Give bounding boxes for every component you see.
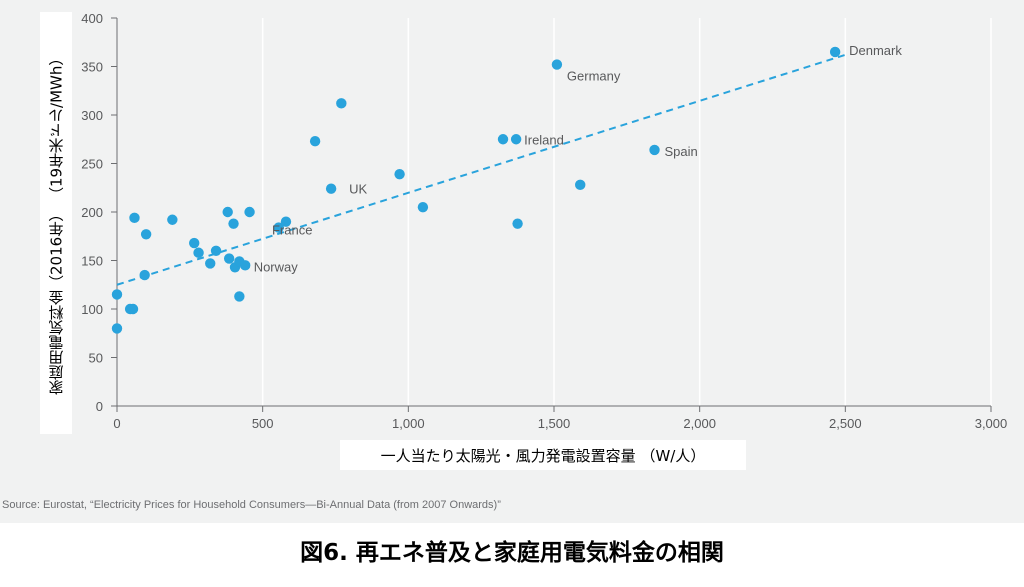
data-point [510, 134, 522, 145]
data-point [210, 245, 222, 256]
y-tick-label: 100 [81, 302, 103, 317]
trendline [116, 53, 846, 286]
x-axis-label: 一人当たり太陽光・風力発電設置容量 （W/人） [340, 440, 746, 470]
data-point [239, 260, 251, 271]
data-point [234, 291, 245, 302]
y-tick-label: 50 [89, 351, 103, 366]
y-tick-label: 150 [81, 254, 103, 269]
y-tick-label: 0 [96, 399, 103, 414]
country-label: UK [349, 182, 367, 197]
source-note: Source: Eurostat, “Electricity Prices fo… [2, 499, 501, 511]
data-point [140, 229, 152, 240]
scatter-chart: 0 50 100 150 200 250 300 350 400 0 500 1,000 1,500 2,… [81, 11, 1008, 431]
data-point [417, 201, 429, 213]
y-tick-label: 300 [81, 108, 103, 123]
y-axis-label-box [40, 12, 72, 434]
data-point [228, 218, 239, 229]
x-tick-label: 1,500 [538, 416, 571, 431]
chart-panel [0, 0, 1024, 523]
data-point [244, 206, 255, 218]
data-point [139, 269, 150, 281]
data-point [222, 206, 233, 218]
data-point [129, 212, 140, 224]
country-label: France [272, 223, 312, 238]
x-tick-label: 0 [113, 416, 120, 431]
figure-caption: 図6. 再エネ普及と家庭用電気料金の相関 [300, 540, 724, 566]
data-point [575, 179, 586, 191]
data-point [127, 303, 139, 315]
y-axis-label: 家庭用電気料金（2016年） （19年米ドル/MWh） [47, 50, 66, 396]
data-point [497, 134, 509, 145]
country-label: Denmark [849, 43, 902, 58]
data-point [325, 183, 337, 194]
data-point [394, 168, 405, 180]
data-point [223, 253, 235, 264]
x-tick-label: 3,000 [975, 416, 1008, 431]
country-label: Norway [254, 260, 299, 275]
country-label: Ireland [524, 132, 564, 147]
country-label: Spain [665, 144, 698, 159]
data-point [167, 214, 178, 225]
data-point [273, 222, 284, 233]
x-tick-label: 1,000 [392, 416, 425, 431]
data-point [189, 237, 200, 249]
data-point [551, 59, 563, 70]
data-point [309, 135, 321, 147]
x-tick-label: 500 [252, 416, 274, 431]
x-tick-label: 2,000 [683, 416, 716, 431]
country-label: Germany [567, 69, 621, 84]
y-tick-label: 200 [81, 205, 103, 220]
data-point [193, 247, 204, 258]
data-point [111, 323, 123, 334]
data-point [111, 289, 123, 300]
data-point [336, 98, 347, 109]
data-point [512, 218, 523, 229]
data-point [280, 216, 292, 227]
y-tick-label: 350 [81, 60, 103, 75]
data-point [829, 46, 841, 58]
y-tick-label: 400 [81, 11, 103, 26]
data-point [205, 258, 216, 269]
data-point [649, 144, 660, 156]
y-tick-label: 250 [81, 157, 103, 172]
x-tick-label: 2,500 [829, 416, 862, 431]
